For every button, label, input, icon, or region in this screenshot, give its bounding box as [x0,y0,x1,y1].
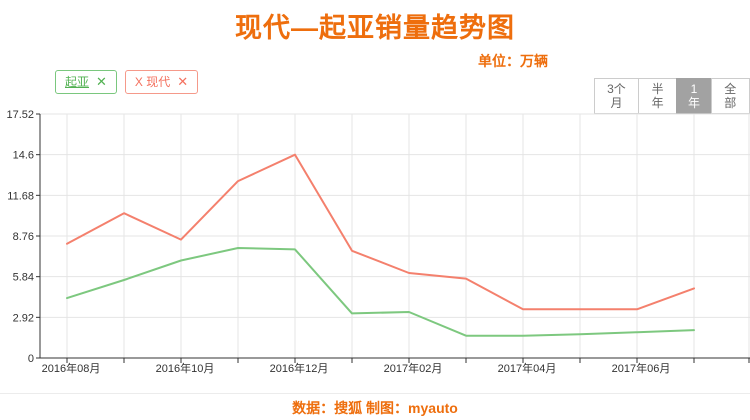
x-axis-tick-label: 2016年08月 [42,361,101,375]
y-axis-tick-label: 2.92 [13,312,34,324]
y-axis-tick-label: 8.76 [13,231,34,243]
series-line-kia [66,247,695,337]
legend-tag-label: 起亚 [65,75,90,89]
range-button-all[interactable]: 全部 [710,78,750,114]
legend-tag-kia[interactable]: 起亚 ✕ [55,70,117,94]
y-axis-tick-label: 11.68 [7,190,34,202]
x-axis-tick-label: 2016年12月 [270,361,329,375]
close-icon[interactable]: ✕ [177,74,189,89]
x-axis-tick-label: 2017年06月 [612,361,671,375]
y-axis-tick-label: 17.52 [6,109,34,121]
footer-credit: 数据：搜狐 制图：myauto [292,400,458,416]
series-line-hyundai [66,153,695,311]
x-axis-tick-label: 2016年10月 [156,361,215,375]
x-axis-tick-label: 2017年04月 [498,361,557,375]
close-icon[interactable]: ✕ [96,74,107,89]
y-axis-tick-label: 0 [28,353,34,365]
legend-tag-hyundai[interactable]: X 现代 ✕ [124,70,199,94]
x-axis-tick-label: 2017年02月 [384,361,443,375]
legend-tag-label: X 现代 [134,75,171,89]
y-axis-tick-label: 5.84 [13,272,34,284]
unit-label: 单位：万辆 [478,53,548,69]
y-axis-tick-label: 14.6 [13,150,34,162]
time-range-selector: 3个月 半年 1年 全部 [594,78,750,114]
range-button-3m[interactable]: 3个月 [594,78,639,114]
legend: 起亚 ✕ X 现代 ✕ [55,70,199,94]
footer-divider [0,393,750,394]
page-title: 现代—起亚销量趋势图 [235,13,515,43]
